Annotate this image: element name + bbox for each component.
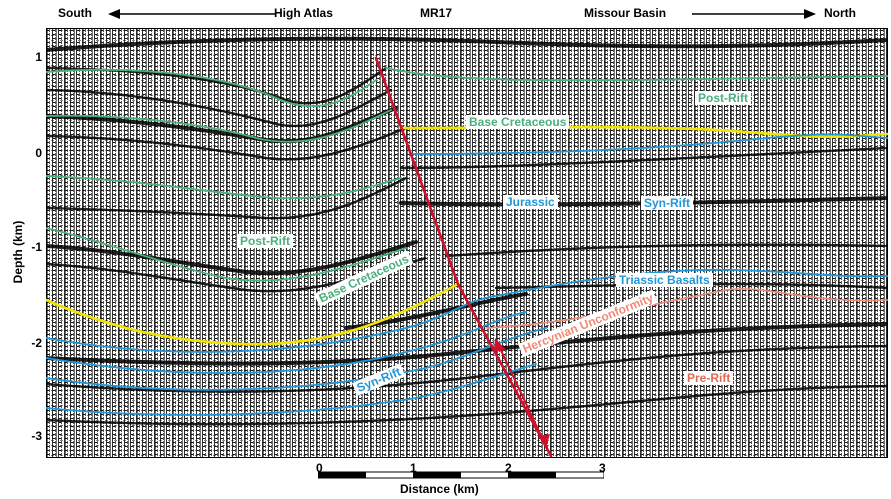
reflector-band: [46, 88, 393, 128]
missour-basin-label: Missour Basin: [584, 6, 667, 20]
y-tick-label: -2: [31, 336, 42, 350]
reflector-band: [46, 384, 888, 426]
section-texture: [46, 28, 888, 458]
triassic-basalts-label: Triassic Basalts: [616, 273, 713, 287]
post-rift-horizon: [385, 67, 888, 82]
reflector-band: [399, 196, 888, 207]
post-rift-south-label: Post-Rift: [237, 234, 293, 248]
fault: [374, 56, 553, 458]
north-arrow: [692, 9, 816, 19]
y-tick-label: -1: [31, 240, 42, 254]
y-tick-label: 0: [35, 146, 42, 160]
scale-tick-label: 2: [505, 461, 512, 475]
reflector-band: [46, 344, 888, 393]
south-label: South: [58, 6, 92, 20]
section-border: [46, 28, 888, 458]
scale-tick-label: 0: [316, 461, 323, 475]
base-cretaceous-horizon: [46, 282, 460, 346]
fault-arrow-head: [494, 338, 506, 352]
syn-rift-horizon: [410, 133, 888, 155]
post-rift-north-label: Post-Rift: [695, 91, 751, 105]
post-rift-horizon: [46, 109, 392, 143]
base-cretaceous-north-label: Base Cretaceous: [466, 115, 570, 129]
pre-rift-label: Pre-Rift: [684, 371, 734, 385]
reflector-band: [46, 36, 888, 52]
fault-arrow-head: [538, 434, 550, 448]
fault-line: [374, 56, 553, 458]
horizon-lines: [46, 67, 888, 416]
distance-scale-bar: [318, 471, 604, 479]
y-tick-label: 1: [35, 50, 42, 64]
post-rift-horizon: [46, 227, 407, 282]
reflector-band: [444, 243, 888, 258]
hercynian-unconformity-horizon: [485, 288, 888, 329]
line-name-label: MR17: [420, 6, 453, 20]
syn-rift-horizon: [46, 311, 527, 374]
reflector-band: [46, 176, 408, 220]
scale-tick-label: 1: [410, 461, 417, 475]
south-arrow: [108, 9, 276, 19]
reflector-band: [399, 146, 888, 170]
reflector-band: [46, 322, 888, 366]
syn-rift-north-label: Syn-Rift: [641, 196, 693, 210]
seismic-section: [46, 28, 888, 458]
scale-title: Distance (km): [400, 482, 479, 496]
post-rift-horizon: [46, 175, 402, 200]
scale-tick-label: 3: [599, 461, 606, 475]
reflector-band: [46, 240, 418, 276]
jurassic-label: Jurassic: [503, 195, 558, 209]
high-atlas-label: High Atlas: [274, 6, 333, 20]
y-tick-label: -3: [31, 429, 42, 443]
north-label: North: [824, 6, 856, 20]
triassic-basalts-horizon: [46, 268, 888, 353]
post-rift-horizon: [46, 68, 377, 107]
reflector-band: [46, 126, 408, 161]
fault-slip-arrow: [497, 343, 545, 443]
syn-rift-horizon: [46, 363, 537, 416]
